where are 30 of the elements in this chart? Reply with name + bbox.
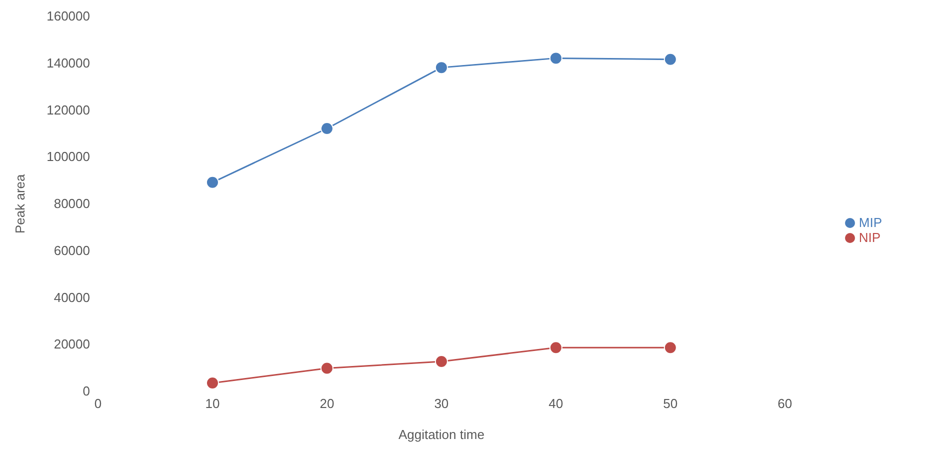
y-tick-label: 160000 <box>46 8 90 24</box>
point <box>320 362 334 375</box>
y-tick-label: 100000 <box>46 149 90 164</box>
x-tick-label: 20 <box>320 396 334 412</box>
x-tick-label: 0 <box>94 396 102 412</box>
point <box>206 176 219 189</box>
y-tick-label: 80000 <box>54 196 90 212</box>
point <box>434 61 448 74</box>
point <box>206 376 219 390</box>
legend-label: NIP <box>858 230 881 244</box>
x-tick-label: 30 <box>434 396 449 412</box>
y-tick-label: 0 <box>82 384 90 399</box>
point <box>549 341 562 354</box>
x-axis-title: Aggitation time <box>398 427 484 442</box>
y-tick-label: 60000 <box>54 242 90 258</box>
y-tick-label: 120000 <box>46 102 90 118</box>
y-axis-title: Peak area <box>12 173 28 234</box>
point <box>664 52 677 66</box>
x-tick-label: 60 <box>778 396 792 412</box>
y-tick-label: 20000 <box>54 336 90 352</box>
point <box>664 341 677 354</box>
legend-label: MIP <box>858 214 882 230</box>
x-tick-label: 40 <box>548 396 564 412</box>
y-tick-label: 40000 <box>54 290 90 305</box>
x-tick-label: 50 <box>663 396 678 412</box>
point <box>549 52 562 65</box>
x-tick-label: 10 <box>205 396 220 412</box>
point <box>320 122 334 135</box>
y-tick-label: 140000 <box>46 55 90 70</box>
point <box>434 354 448 368</box>
